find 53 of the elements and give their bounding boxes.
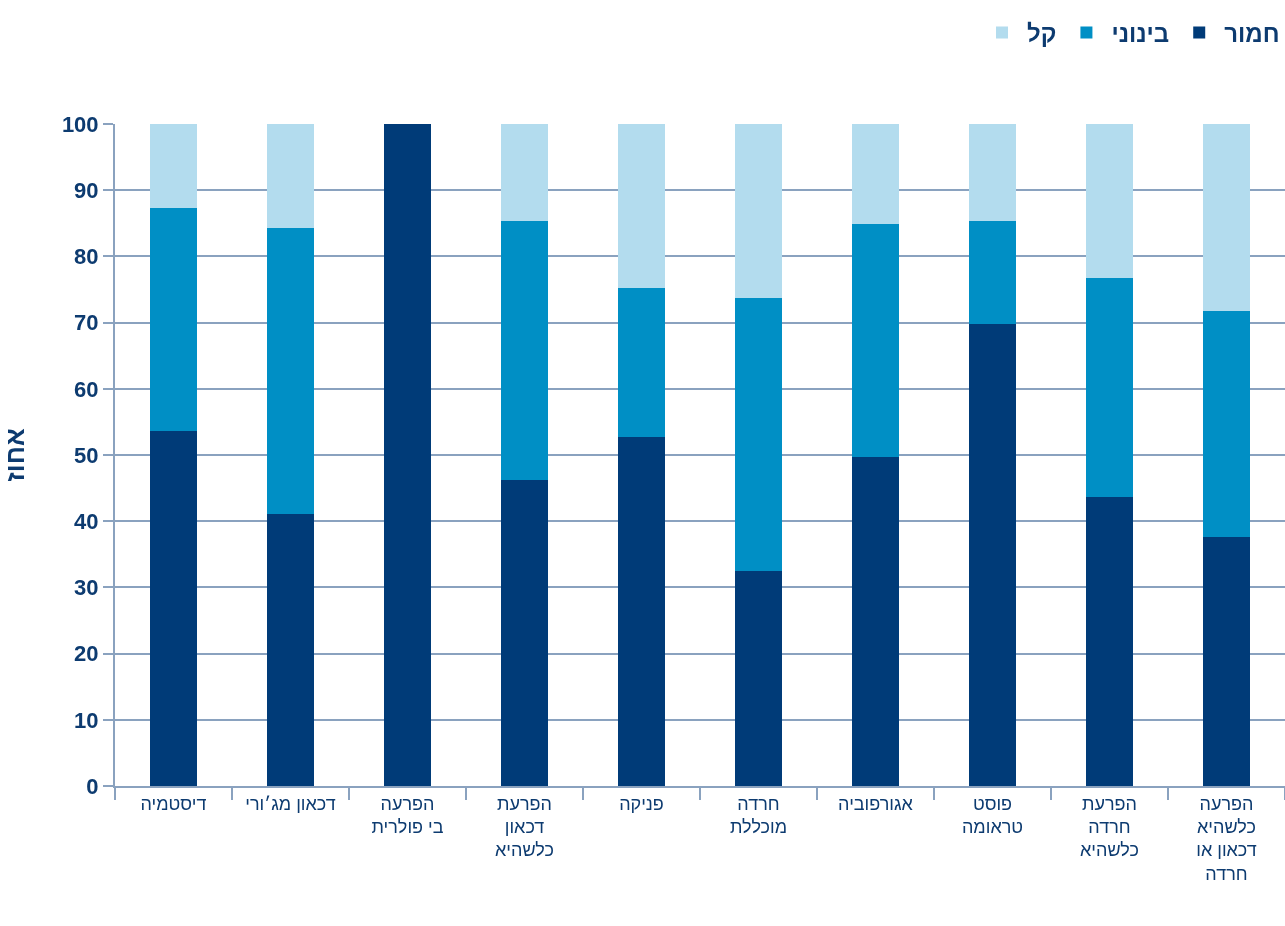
bar <box>1085 124 1134 279</box>
bar <box>851 223 900 457</box>
x-tick-label: פניקה <box>619 793 664 814</box>
x-tick-label: פוסט טראומה <box>961 793 1024 837</box>
x-tick-label: אגורפוביה <box>838 793 914 814</box>
bar <box>1202 537 1251 786</box>
legend-label: קל <box>1027 19 1057 47</box>
y-axis-title: אחוז <box>0 428 30 482</box>
x-tick-label: הפרעה בי פולרית <box>371 793 444 837</box>
bar <box>1085 496 1134 786</box>
bar <box>851 124 900 224</box>
y-tick-label: 40 <box>74 508 99 534</box>
bar <box>617 288 666 438</box>
y-tick-label: 80 <box>74 244 99 270</box>
bar <box>617 437 666 786</box>
y-tick-label: 70 <box>74 310 99 336</box>
bar <box>149 431 198 786</box>
bar <box>734 570 783 786</box>
bar <box>1202 124 1251 311</box>
bar <box>266 513 315 786</box>
y-tick-label: 100 <box>61 111 99 137</box>
legend-label: חמור <box>1224 19 1280 47</box>
bar <box>1085 278 1134 497</box>
y-tick-label: 60 <box>74 376 99 402</box>
bar <box>266 124 315 228</box>
bar <box>266 227 315 514</box>
bar <box>149 124 198 209</box>
bar <box>968 124 1017 222</box>
bar <box>968 221 1017 324</box>
bar <box>500 480 549 786</box>
x-tick-label: הפרעת חרדה כלשהיא <box>1080 793 1139 861</box>
bar <box>149 208 198 432</box>
x-tick-label: הפרעת דכאון כלשהיא <box>495 793 554 861</box>
y-tick-label: 0 <box>86 773 99 799</box>
bar <box>851 456 900 786</box>
y-tick-label: 20 <box>74 641 99 667</box>
bar <box>968 323 1017 786</box>
y-tick-label: 10 <box>74 707 99 733</box>
bar <box>500 124 549 222</box>
legend-label: בינוני <box>1111 19 1170 47</box>
x-tick-label: דכאון מג׳ורי <box>245 793 336 814</box>
bar <box>383 124 432 786</box>
x-tick-label: הפרעה כלשהיא דכאון או חרדה <box>1196 793 1257 884</box>
y-tick-label: 50 <box>74 442 99 468</box>
bar <box>734 298 783 571</box>
bar <box>617 124 666 289</box>
x-tick-label: חרדה מוכללת <box>729 793 788 837</box>
bar <box>500 221 549 481</box>
x-tick-label: דיסטמיה <box>140 793 207 814</box>
bar <box>1202 310 1251 538</box>
y-tick-label: 30 <box>74 575 99 601</box>
bar <box>734 124 783 299</box>
y-tick-label: 90 <box>74 177 99 203</box>
